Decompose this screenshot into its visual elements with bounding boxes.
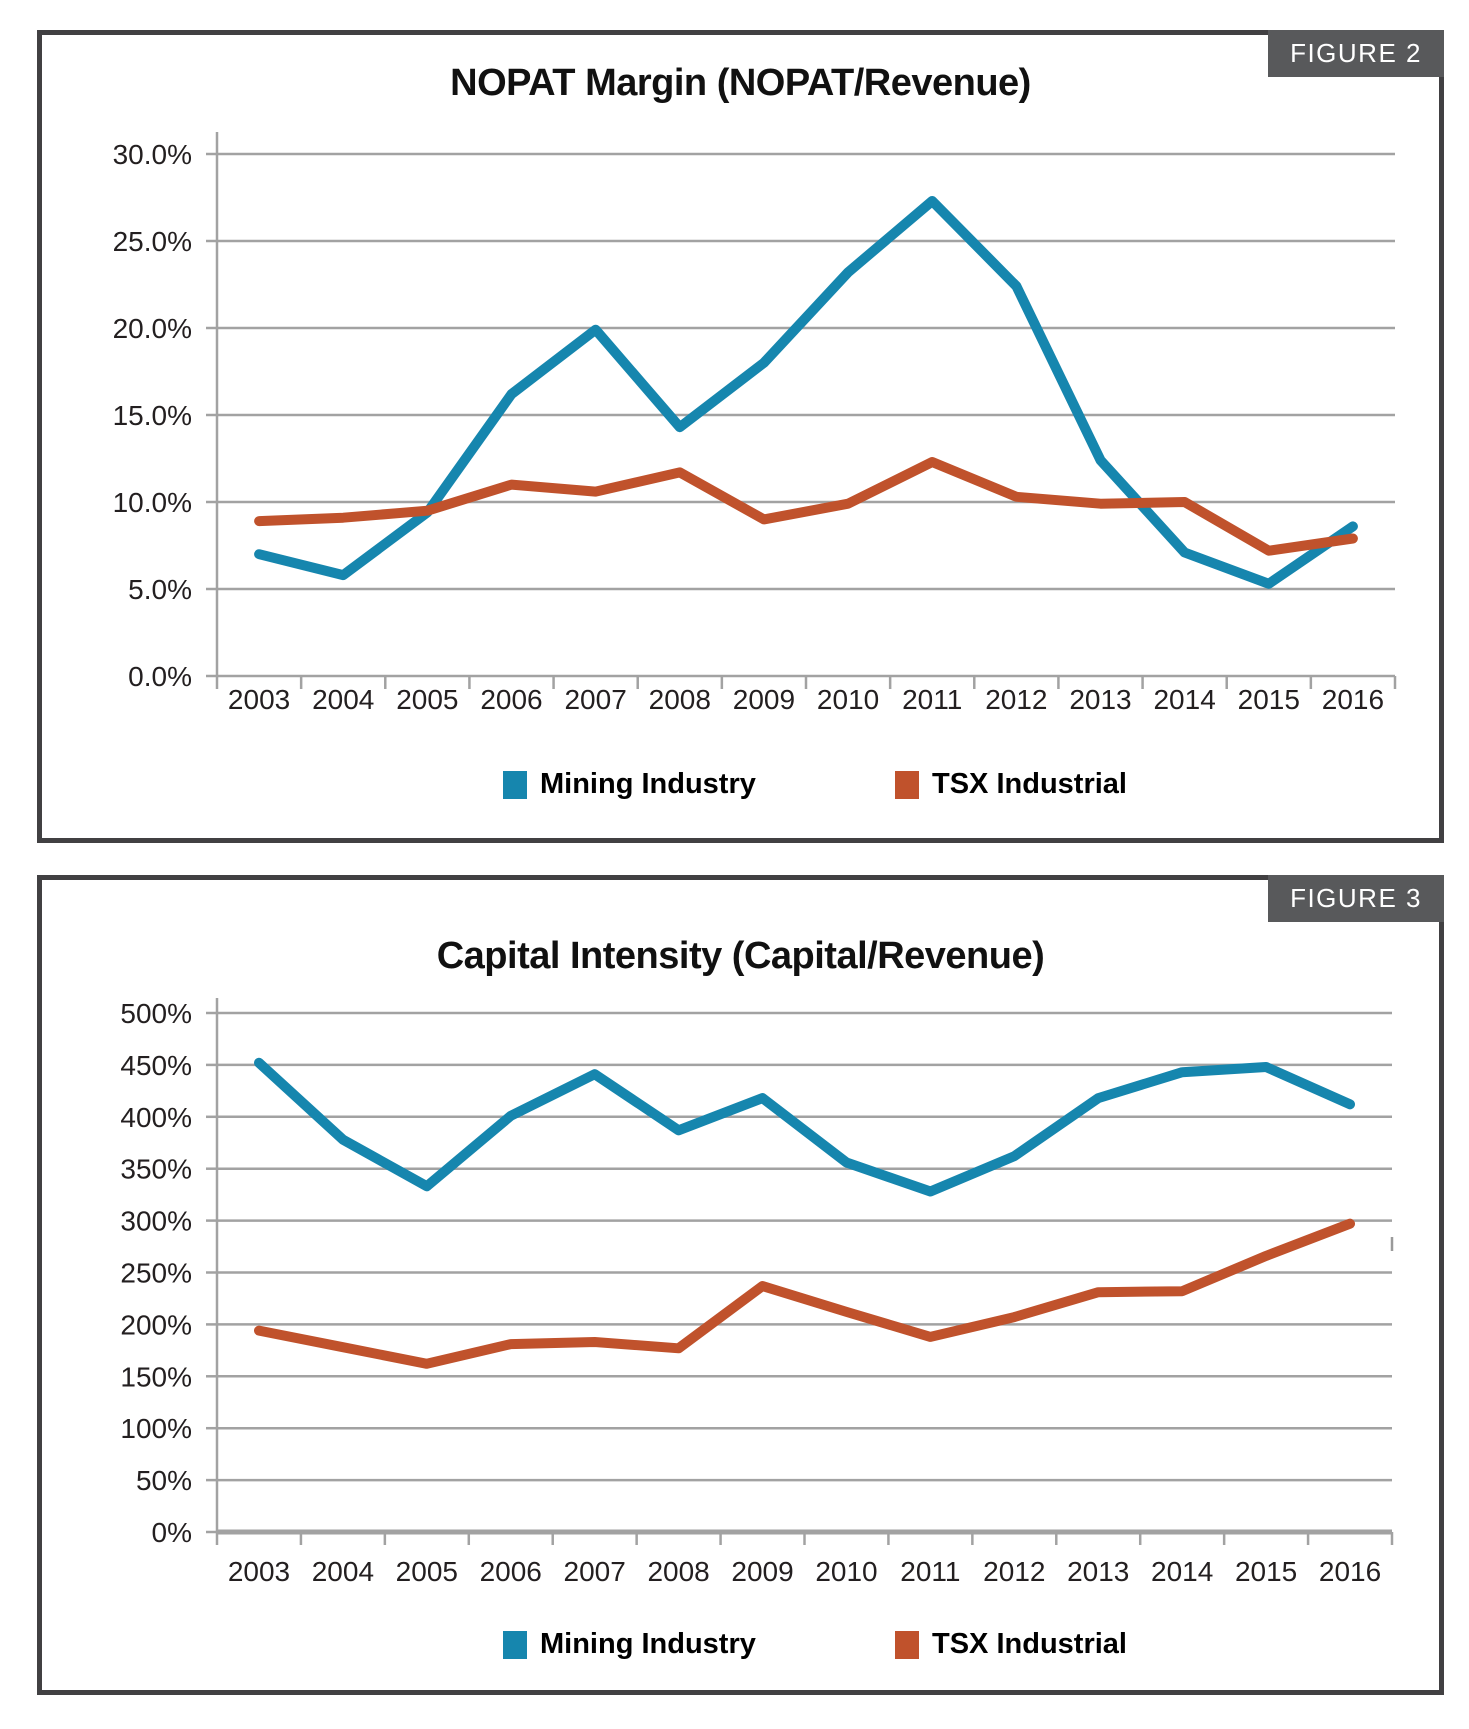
- legend-item-mining: Mining Industry: [503, 768, 756, 801]
- x-axis-label: 2007: [564, 684, 626, 715]
- x-axis-label: 2015: [1238, 684, 1300, 715]
- series-line-tsx-industrial: [254, 457, 1358, 556]
- x-axis-label: 2013: [1067, 1556, 1129, 1587]
- figure-2-panel: FIGURE 2 NOPAT Margin (NOPAT/Revenue) 0.…: [37, 30, 1444, 843]
- y-axis-label: 10.0%: [113, 487, 192, 518]
- x-axis-label: 2006: [480, 1556, 542, 1587]
- y-axis-label: 50%: [136, 1465, 192, 1496]
- x-axis-label: 2010: [815, 1556, 877, 1587]
- x-axis-label: 2011: [902, 684, 962, 715]
- mining-series-swatch-icon: [503, 770, 527, 799]
- x-axis-label: 2010: [817, 684, 879, 715]
- x-axis-label: 2015: [1235, 1556, 1297, 1587]
- y-axis-label: 15.0%: [113, 400, 192, 431]
- legend-label-tsx: TSX Industrial: [932, 1628, 1127, 1660]
- series-line-mining-industry: [254, 196, 1358, 589]
- x-axis-label: 2003: [228, 1556, 290, 1587]
- capital-intensity-chart: 0% 50% 100% 150% 200% 250% 300% 350% 400% 450% 500…: [120, 998, 1394, 1587]
- figure-2-legend: Mining Industry TSX Industrial: [42, 768, 1439, 808]
- x-axis-label: 2008: [647, 1556, 709, 1587]
- y-axis-label: 500%: [120, 998, 192, 1029]
- x-axis-label: 2011: [900, 1556, 960, 1587]
- figure-3-title: Capital Intensity (Capital/Revenue): [436, 935, 1045, 977]
- y-axis-label: 150%: [120, 1361, 192, 1392]
- y-axis-label: 30.0%: [113, 139, 192, 170]
- y-axis-label: 200%: [120, 1309, 192, 1340]
- tsx-series-swatch-icon: [895, 770, 919, 799]
- y-axis-label: 5.0%: [128, 574, 192, 605]
- x-axis-label: 2009: [733, 684, 795, 715]
- y-axis-label: 400%: [120, 1102, 192, 1133]
- y-axis-label: 0%: [152, 1517, 192, 1548]
- x-axis-label: 2004: [312, 1556, 374, 1587]
- x-axis-label: 2016: [1319, 1556, 1381, 1587]
- x-axis-label: 2014: [1153, 684, 1215, 715]
- series-line-mining-industry: [254, 1057, 1355, 1197]
- legend-label-mining: Mining Industry: [540, 768, 756, 800]
- x-axis-label: 2005: [396, 684, 458, 715]
- y-axis-label: 300%: [120, 1206, 192, 1237]
- tsx-series-swatch-icon: [895, 1630, 919, 1659]
- x-axis-label: 2016: [1322, 684, 1384, 715]
- mining-series-swatch-icon: [503, 1630, 527, 1659]
- x-axis-label: 2012: [985, 684, 1047, 715]
- legend-label-tsx: TSX Industrial: [932, 768, 1127, 800]
- figure-3-panel: FIGURE 3 Capital Intensity (Capital/Reve…: [37, 875, 1444, 1695]
- nopat-margin-chart: 0.0% 5.0% 10.0% 15.0% 20.0% 25.0% 30.0% 2003 200…: [113, 132, 1397, 715]
- x-axis-label: 2004: [312, 684, 374, 715]
- x-axis-label: 2014: [1151, 1556, 1213, 1587]
- x-axis-label: 2003: [228, 684, 290, 715]
- y-axis-label: 100%: [120, 1413, 192, 1444]
- y-axis-label: 0.0%: [128, 661, 192, 692]
- x-axis-label: 2013: [1069, 684, 1131, 715]
- legend-item-mining: Mining Industry: [503, 1628, 756, 1661]
- legend-item-tsx: TSX Industrial: [895, 768, 1127, 801]
- y-axis-label: 25.0%: [113, 226, 192, 257]
- legend-item-tsx: TSX Industrial: [895, 1628, 1127, 1661]
- y-axis-label: 350%: [120, 1154, 192, 1185]
- figure-2-badge: FIGURE 2: [1268, 30, 1444, 77]
- series-line-tsx-industrial: [254, 1218, 1355, 1369]
- y-axis-label: 250%: [120, 1258, 192, 1289]
- x-axis-label: 2008: [649, 684, 711, 715]
- x-axis-label: 2009: [731, 1556, 793, 1587]
- x-axis-label: 2012: [983, 1556, 1045, 1587]
- y-axis-label: 20.0%: [113, 313, 192, 344]
- x-axis-label: 2006: [480, 684, 542, 715]
- figure-3-badge: FIGURE 3: [1268, 875, 1444, 922]
- figure-2-title: NOPAT Margin (NOPAT/Revenue): [450, 62, 1031, 104]
- y-axis-label: 450%: [120, 1050, 192, 1081]
- x-axis-label: 2007: [564, 1556, 626, 1587]
- legend-label-mining: Mining Industry: [540, 1628, 756, 1660]
- figure-3-legend: Mining Industry TSX Industrial: [42, 1628, 1439, 1668]
- x-axis-label: 2005: [396, 1556, 458, 1587]
